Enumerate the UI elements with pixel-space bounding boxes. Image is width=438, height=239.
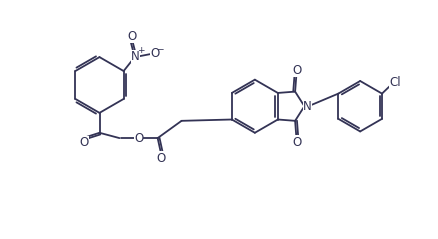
- Text: O: O: [292, 136, 302, 149]
- Text: O: O: [150, 47, 159, 60]
- Text: N: N: [131, 50, 140, 63]
- Text: O: O: [292, 64, 302, 77]
- Text: O: O: [128, 30, 137, 43]
- Text: Cl: Cl: [389, 76, 401, 89]
- Text: O: O: [134, 132, 143, 145]
- Text: O: O: [156, 152, 166, 164]
- Text: −: −: [156, 44, 164, 54]
- Text: +: +: [137, 46, 144, 55]
- Text: O: O: [80, 136, 89, 149]
- Text: N: N: [303, 100, 312, 113]
